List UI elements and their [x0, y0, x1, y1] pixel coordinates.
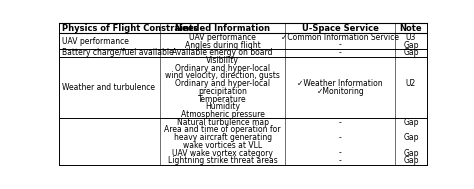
Text: Angles during flight: Angles during flight	[185, 40, 261, 50]
Text: Visibility: Visibility	[206, 56, 239, 65]
Text: U-Space Service: U-Space Service	[302, 24, 379, 33]
Text: U2: U2	[406, 79, 416, 88]
Text: heavy aircraft generating: heavy aircraft generating	[173, 133, 272, 142]
Text: UAV performance: UAV performance	[62, 37, 129, 46]
Text: wake vortices at VLL: wake vortices at VLL	[183, 141, 262, 150]
Text: Gap: Gap	[403, 133, 419, 142]
Text: UAV wake vortex category: UAV wake vortex category	[172, 149, 273, 157]
Text: Lightning strike threat areas: Lightning strike threat areas	[168, 156, 278, 165]
Text: Temperature: Temperature	[199, 94, 247, 104]
Text: U3: U3	[406, 33, 416, 42]
Text: Gap: Gap	[403, 48, 419, 57]
Text: Atmospheric pressure: Atmospheric pressure	[181, 110, 264, 119]
Text: -: -	[339, 149, 342, 157]
Text: -: -	[339, 156, 342, 165]
Text: Note: Note	[400, 24, 422, 33]
Text: Weather and turbulence: Weather and turbulence	[62, 83, 155, 92]
Text: Physics of Flight Constraints: Physics of Flight Constraints	[62, 24, 198, 33]
Text: ✓Weather Information: ✓Weather Information	[298, 79, 383, 88]
Text: Battery charge/fuel available: Battery charge/fuel available	[62, 48, 174, 57]
Text: -: -	[339, 48, 342, 57]
Text: Gap: Gap	[403, 118, 419, 127]
Text: -: -	[339, 133, 342, 142]
Text: Gap: Gap	[403, 156, 419, 165]
Text: Available energy on board: Available energy on board	[173, 48, 273, 57]
Text: Gap: Gap	[403, 40, 419, 50]
Text: ✓Common Information Service: ✓Common Information Service	[281, 33, 399, 42]
Text: Needed Information: Needed Information	[175, 24, 270, 33]
Text: Ordinary and hyper-local: Ordinary and hyper-local	[175, 64, 270, 73]
Text: precipitation: precipitation	[198, 87, 247, 96]
Text: -: -	[339, 118, 342, 127]
Text: Natural turbulence map: Natural turbulence map	[177, 118, 269, 127]
Text: Ordinary and hyper-local: Ordinary and hyper-local	[175, 79, 270, 88]
Text: Area and time of operation for: Area and time of operation for	[164, 125, 281, 134]
Text: Gap: Gap	[403, 149, 419, 157]
Text: Humidity: Humidity	[205, 102, 240, 111]
Text: ✓Monitoring: ✓Monitoring	[317, 87, 364, 96]
Text: -: -	[339, 40, 342, 50]
Text: UAV performance: UAV performance	[189, 33, 256, 42]
Text: wind velocity, direction, gusts: wind velocity, direction, gusts	[165, 71, 280, 80]
